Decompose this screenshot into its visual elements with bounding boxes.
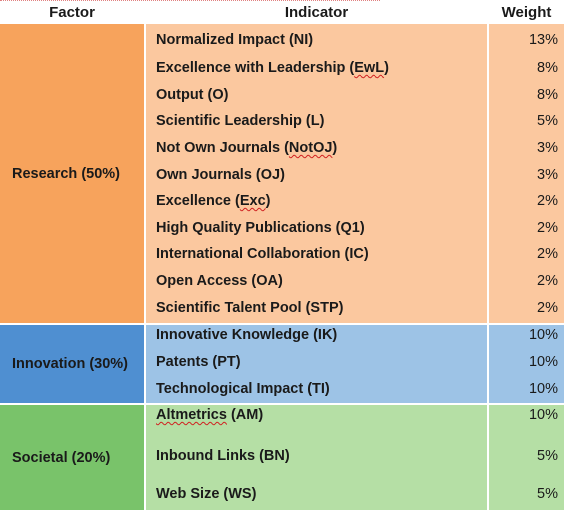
spell-underline-exc: Exc [239,193,266,209]
indicator-ws: Web Size (WS) [156,486,257,502]
indicator-am: Altmetrics (AM) [156,407,264,423]
indicator-oj: Own Journals (OJ) [156,167,285,183]
weight-notoj: 3% [537,140,558,156]
spell-underline-notoj: NotOJ [288,140,333,156]
indicator-notoj: Not Own Journals (NotOJ) [156,140,338,156]
weight-q1: 2% [537,220,558,236]
spell-underline-altmetrics: Altmetrics [156,407,227,423]
weight-oa: 2% [537,273,558,289]
indicator-oa: Open Access (OA) [156,273,283,289]
indicator-o: Output (O) [156,87,229,103]
indicator-pt: Patents (PT) [156,354,241,370]
weight-ik: 10% [528,327,558,343]
weight-block-societal [489,405,564,510]
factor-label: Societal (20%) [12,449,111,466]
weight-block-research [489,24,564,323]
header-weight: Weight [501,3,552,21]
factor-innovation: Innovation (30%) [0,325,144,403]
weight-exc: 2% [537,193,558,209]
indicator-l: Scientific Leadership (L) [156,113,325,129]
indicator-stp: Scientific Talent Pool (STP) [156,300,344,316]
factor-label: Research (50%) [12,165,120,182]
indicator-block-research [146,24,487,323]
weight-o: 8% [537,87,558,103]
weight-block-innovation [489,325,564,403]
indicator-bn: Inbound Links (BN) [156,448,290,464]
weight-l: 5% [537,113,558,129]
header-top-rule [0,0,380,2]
weight-ti: 10% [528,381,558,397]
indicator-block-societal [146,405,487,510]
weight-pt: 10% [528,354,558,370]
indicator-ni: Normalized Impact (NI) [156,32,314,48]
indicator-block-innovation [146,325,487,403]
header-factor: Factor [49,3,95,21]
indicator-ic: International Collaboration (IC) [156,246,369,262]
weight-ni: 13% [528,32,558,48]
factor-societal: Societal (20%) [0,405,144,510]
weight-ewl: 8% [537,60,558,76]
weight-ws: 5% [537,486,558,502]
indicator-ik: Innovative Knowledge (IK) [156,327,338,343]
spell-underline-ewl: EwL [354,60,385,76]
weight-ic: 2% [537,246,558,262]
header-indicator: Indicator [284,3,349,21]
weight-bn: 5% [537,448,558,464]
indicator-exc: Excellence (Exc) [156,193,271,209]
weight-stp: 2% [537,300,558,316]
indicator-ti: Technological Impact (TI) [156,381,330,397]
factor-label: Innovation (30%) [12,356,129,372]
indicator-q1: High Quality Publications (Q1) [156,220,365,236]
weight-oj: 3% [537,167,558,183]
weight-am: 10% [528,407,558,423]
factor-research: Research (50%) [0,24,144,323]
indicator-ewl: Excellence with Leadership (EwL) [156,60,389,76]
